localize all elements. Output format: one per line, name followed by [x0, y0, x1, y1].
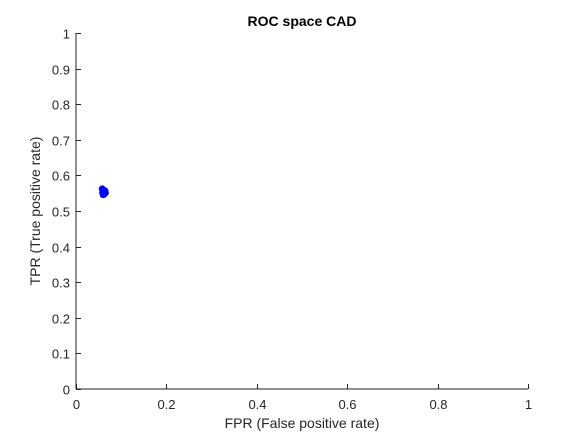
y-tick-label: 0.7 — [52, 134, 70, 149]
x-tick-label: 0.6 — [338, 397, 356, 412]
data-point — [101, 189, 109, 197]
y-tick-label: 0 — [63, 383, 70, 398]
x-ticks: 0 0.2 0.4 0.6 0.8 1 — [73, 384, 532, 412]
y-tick-label: 0.9 — [52, 63, 70, 78]
x-tick-label: 0 — [73, 397, 80, 412]
y-tick-label: 0.4 — [52, 241, 70, 256]
y-tick-label: 0.3 — [52, 276, 70, 291]
axes — [75, 33, 528, 390]
x-tick-label: 0.4 — [248, 397, 266, 412]
y-tick-label: 0.6 — [52, 169, 70, 184]
x-tick-label: 1 — [525, 397, 532, 412]
y-tick-label: 1 — [63, 27, 70, 42]
data-points — [98, 185, 109, 199]
y-axis-title: TPR (True positive rate) — [27, 137, 43, 286]
y-tick-label: 0.5 — [52, 205, 70, 220]
y-tick-label: 0.8 — [52, 98, 70, 113]
y-tick-label: 0.1 — [52, 347, 70, 362]
x-tick-label: 0.8 — [429, 397, 447, 412]
y-tick-label: 0.2 — [52, 312, 70, 327]
x-tick-label: 0.2 — [157, 397, 175, 412]
chart-title: ROC space CAD — [248, 13, 357, 29]
x-axis-title: FPR (False positive rate) — [225, 415, 380, 431]
y-ticks: 0 0.1 0.2 0.3 0.4 0.5 0.6 0.7 0.8 0.9 1 — [52, 27, 81, 398]
